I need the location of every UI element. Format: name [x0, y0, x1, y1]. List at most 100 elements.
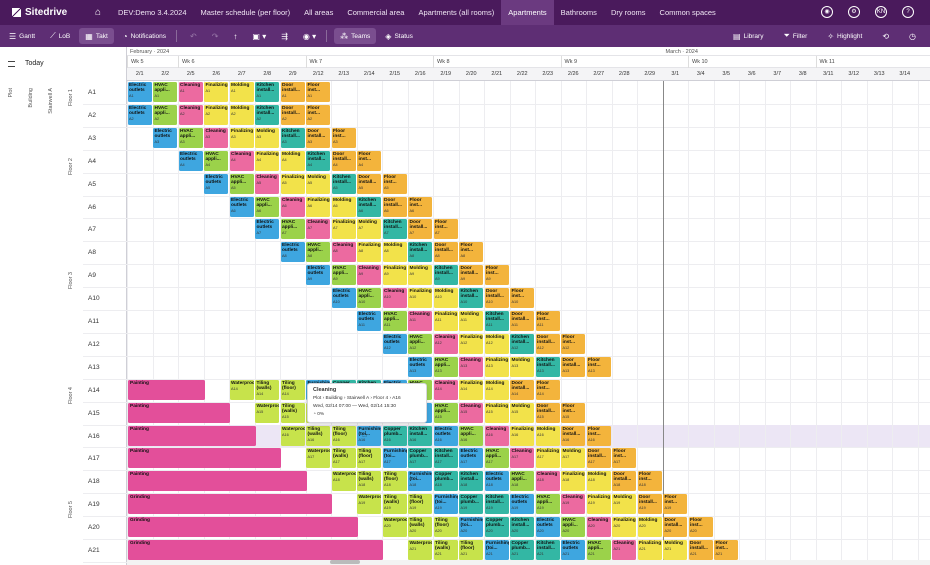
nav-tab[interactable]: Apartments (all rooms)	[418, 8, 495, 17]
task-card[interactable]: Finalizing A7	[331, 219, 356, 240]
task-card[interactable]: Door install... A14	[510, 379, 534, 400]
row-label[interactable]: A5	[88, 180, 96, 188]
task-card[interactable]: Molding A15	[510, 402, 534, 423]
adjust-icon[interactable]: ⇶	[281, 31, 288, 41]
task-card[interactable]: Cleaning A20	[586, 517, 611, 538]
task-card[interactable]: HVAC appli... A12	[408, 333, 432, 354]
floor-label[interactable]: Floor 2	[68, 157, 74, 175]
task-card[interactable]: Door install... A3	[306, 127, 330, 148]
day-label[interactable]: 3/7	[773, 71, 782, 77]
day-label[interactable]: 2/28	[618, 71, 630, 77]
task-card[interactable]: Floor inst... A17	[612, 448, 636, 469]
task-card[interactable]: Door install... A8	[433, 242, 458, 263]
teams-button[interactable]: ⁂ Teams	[334, 28, 377, 44]
row-label[interactable]: A3	[88, 134, 96, 142]
row-label[interactable]: A16	[88, 432, 100, 440]
task-card[interactable]: Finalizing A1	[204, 82, 228, 102]
task-bar[interactable]: Grinding	[128, 517, 358, 538]
task-card[interactable]: HVAC appli... A11	[382, 311, 407, 331]
undo-icon[interactable]: ↶	[190, 31, 197, 41]
task-card[interactable]: Electric outlets A5	[204, 173, 228, 194]
task-card[interactable]: Floor inst... A1	[306, 82, 330, 102]
task-card[interactable]: Finalizing A20	[612, 517, 636, 538]
task-card[interactable]: HVAC appli... A9	[331, 265, 356, 286]
task-card[interactable]: HVAC appli... A15	[433, 402, 458, 423]
task-card[interactable]: Door install... A5	[357, 173, 381, 194]
task-card[interactable]: HVAC appli... A20	[561, 517, 585, 538]
task-card[interactable]: Cleaning A14	[433, 379, 458, 400]
task-card[interactable]: Floor inst... A10	[510, 288, 534, 309]
task-bar[interactable]: Painting	[128, 379, 205, 400]
task-card[interactable]: Electric outlets A4	[178, 150, 203, 171]
gantt-button[interactable]: ☰ Gantt	[9, 31, 36, 41]
task-card[interactable]: Tiling (walls) A14	[255, 379, 279, 400]
task-card[interactable]: Finalizing A21	[637, 540, 662, 560]
task-card[interactable]: HVAC appli... A1	[153, 82, 177, 102]
notifications-button[interactable]: ◔ Notifications	[122, 31, 166, 41]
nav-tab[interactable]: Commercial area	[347, 8, 405, 17]
task-card[interactable]: Door install... A6	[382, 196, 407, 217]
task-bar[interactable]: Painting	[128, 448, 281, 469]
task-card[interactable]: HVAC appli... A21	[586, 540, 611, 560]
task-card[interactable]: Electric outlets A9	[306, 265, 330, 286]
day-label[interactable]: 2/8	[263, 71, 272, 77]
task-card[interactable]: Copper plumb... A20	[484, 517, 509, 538]
task-card[interactable]: Cleaning A21	[612, 540, 636, 560]
task-card[interactable]: Door install... A2	[280, 104, 305, 125]
task-bar[interactable]: Painting	[128, 471, 307, 492]
task-card[interactable]: Furnishing (toi... A19	[433, 494, 458, 515]
task-card[interactable]: Tiling (floor) A16	[331, 425, 356, 446]
day-label[interactable]: 2/13	[338, 71, 350, 77]
task-card[interactable]: HVAC appli... A6	[255, 196, 279, 217]
task-card[interactable]: Kitchen install... A4	[306, 150, 330, 171]
task-card[interactable]: Finalizing A12	[459, 333, 483, 354]
task-card[interactable]: Electric outlets A17	[459, 448, 483, 469]
task-card[interactable]: Finalizing A14	[459, 379, 483, 400]
task-card[interactable]: Floor inst... A5	[382, 173, 407, 194]
task-card[interactable]: Kitchen install... A20	[510, 517, 534, 538]
task-card[interactable]: Copper plumb... A18	[433, 471, 458, 492]
nav-tab[interactable]: Dry rooms	[610, 8, 646, 17]
task-card[interactable]: Finalizing A5	[280, 173, 305, 194]
task-card[interactable]: Kitchen install... A1	[255, 82, 279, 102]
task-card[interactable]: Molding A10	[433, 288, 458, 309]
floor-label[interactable]: Floor 1	[68, 89, 74, 107]
library-button[interactable]: ▤ Library	[733, 31, 764, 41]
row-label[interactable]: A6	[88, 203, 96, 211]
row-label[interactable]: A15	[88, 409, 100, 417]
task-card[interactable]: Finalizing A8	[357, 242, 381, 263]
task-card[interactable]: Tiling (floor) A17	[357, 448, 381, 469]
task-card[interactable]: Tiling (floor) A19	[408, 494, 432, 515]
day-label[interactable]: 2/21	[491, 71, 503, 77]
task-card[interactable]: Cleaning A5	[255, 173, 279, 194]
task-card[interactable]: Tiling (floor) A14	[280, 379, 305, 400]
task-card[interactable]: Floor inst... A20	[688, 517, 713, 538]
task-card[interactable]: Molding A9	[408, 265, 432, 286]
day-label[interactable]: 2/5	[186, 71, 195, 77]
task-card[interactable]: Floor inst... A19	[663, 494, 687, 515]
row-label[interactable]: A14	[88, 386, 100, 394]
task-card[interactable]: Finalizing A9	[382, 265, 407, 286]
task-card[interactable]: Cleaning A16	[484, 425, 509, 446]
task-card[interactable]: Kitchen install... A21	[535, 540, 560, 560]
task-card[interactable]: Molding A16	[535, 425, 560, 446]
task-card[interactable]: Door install... A11	[510, 311, 534, 331]
task-card[interactable]: Finalizing A4	[255, 150, 279, 171]
task-card[interactable]: Floor inst... A18	[637, 471, 662, 492]
task-card[interactable]: Copper plumb... A21	[510, 540, 534, 560]
task-card[interactable]: Door install... A7	[408, 219, 432, 240]
task-card[interactable]: Cleaning A18	[535, 471, 560, 492]
floor-label[interactable]: Floor 3	[68, 272, 74, 290]
task-card[interactable]: Floor inst... A14	[535, 379, 560, 400]
task-card[interactable]: Molding A13	[510, 356, 534, 377]
day-label[interactable]: 3/5	[722, 71, 731, 77]
task-card[interactable]: Electric outlets A19	[510, 494, 534, 515]
task-card[interactable]: HVAC appli... A7	[280, 219, 305, 240]
task-card[interactable]: Floor inst... A4	[357, 150, 381, 171]
task-card[interactable]: Tiling (walls) A16	[306, 425, 330, 446]
task-card[interactable]: HVAC appli... A19	[535, 494, 560, 515]
task-card[interactable]: Tiling (walls) A18	[357, 471, 381, 492]
task-card[interactable]: Electric outlets A6	[229, 196, 254, 217]
task-card[interactable]: Electric outlets A18	[484, 471, 509, 492]
task-card[interactable]: Finalizing A17	[535, 448, 560, 469]
